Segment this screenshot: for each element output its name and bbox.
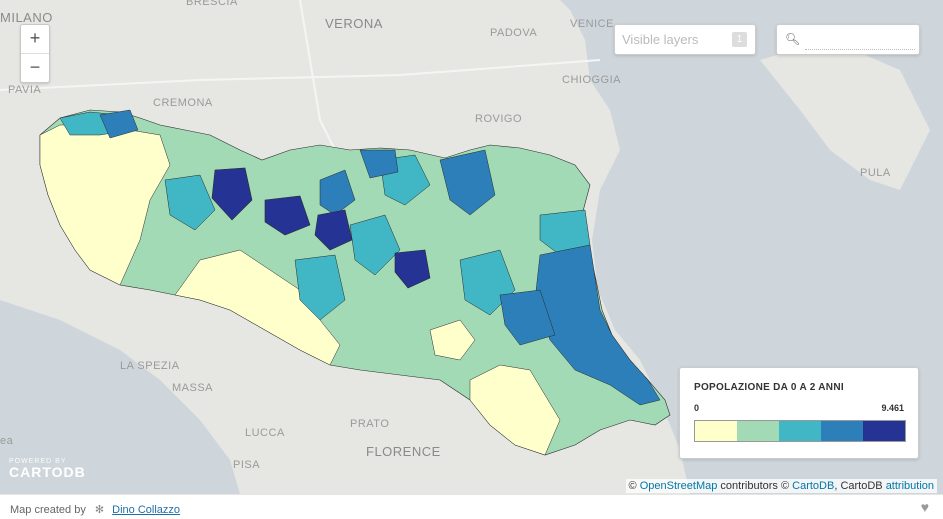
zone-parma-high[interactable] xyxy=(99,109,139,139)
tyrrhenian-sea xyxy=(0,300,240,494)
label-venice: VENICE xyxy=(570,18,614,30)
label-verona: VERONA xyxy=(325,16,383,31)
powered-by-cartodb[interactable]: POWERED BY CARTODB xyxy=(9,458,86,480)
label-brescia: BRESCIA xyxy=(186,0,238,8)
heart-icon[interactable]: ♥ xyxy=(920,499,929,515)
label-padova: PADOVA xyxy=(490,27,537,39)
legend-color-ramp xyxy=(694,420,906,442)
cartodb-link[interactable]: CartoDB xyxy=(792,480,835,492)
zone-rimini-high[interactable] xyxy=(499,289,556,346)
label-pula: PULA xyxy=(860,167,891,179)
zone-reggio-mid[interactable] xyxy=(294,254,346,321)
label-lucca: LUCCA xyxy=(245,427,285,439)
zone-modena-mid[interactable] xyxy=(349,214,401,276)
label-massa: MASSA xyxy=(172,382,213,394)
label-la-spezia: LA SPEZIA xyxy=(120,360,180,372)
zone-central-low[interactable] xyxy=(429,319,476,361)
legend-title: POPOLAZIONE DA 0 A 2 ANNI xyxy=(694,382,844,393)
zone-ferrara-high[interactable] xyxy=(439,149,496,216)
attr-contributors: contributors © xyxy=(717,480,790,492)
search-box: 🔍︎ xyxy=(776,24,920,55)
attr-prefix: © xyxy=(628,480,637,492)
powered-by-text: POWERED BY xyxy=(9,458,67,465)
zone-bologna-city[interactable] xyxy=(394,249,431,289)
zone-modena-city[interactable] xyxy=(314,209,353,251)
zone-modena-high[interactable] xyxy=(319,169,356,216)
legend-min: 0 xyxy=(694,403,700,413)
label-pisa: PISA xyxy=(233,459,260,471)
zone-reggio-city[interactable] xyxy=(264,195,311,236)
map-canvas[interactable]: MILANO VERONA PADOVA VENICE BRESCIA PAVI… xyxy=(0,0,943,494)
layers-count-badge: 1 xyxy=(732,32,747,47)
label-rovigo: ROVIGO xyxy=(475,113,522,125)
legend-max: 9.461 xyxy=(881,403,904,413)
user-icon: ✻ xyxy=(94,504,105,516)
author-link[interactable]: Dino Collazzo xyxy=(112,504,181,516)
legend-swatch-3 xyxy=(779,421,821,441)
osm-link[interactable]: OpenStreetMap xyxy=(639,480,718,492)
search-input[interactable] xyxy=(805,31,915,50)
search-icon[interactable]: 🔍︎ xyxy=(785,32,801,46)
label-milano: MILANO xyxy=(0,10,53,25)
legend-swatch-4 xyxy=(821,421,863,441)
footer: Map created by ✻ Dino Collazzo ♥ xyxy=(0,494,943,519)
label-florence: FLORENCE xyxy=(366,444,441,459)
attribution-link[interactable]: attribution xyxy=(885,480,934,492)
visible-layers-label: Visible layers xyxy=(622,32,699,47)
map-credit: Map created by ✻ Dino Collazzo xyxy=(10,503,180,516)
label-chioggia: CHIOGGIA xyxy=(562,74,621,86)
zone-parma-mid[interactable] xyxy=(164,174,216,231)
zone-parma-city[interactable] xyxy=(211,167,253,221)
legend: POPOLAZIONE DA 0 A 2 ANNI 0 9.461 xyxy=(679,367,919,459)
zone-central-high[interactable] xyxy=(359,149,399,179)
zone-coast-high[interactable] xyxy=(534,244,661,406)
zone-apennine-low[interactable] xyxy=(174,249,341,366)
visible-layers-control[interactable]: Visible layers 1 xyxy=(614,24,756,55)
istria xyxy=(760,40,930,190)
legend-swatch-1 xyxy=(695,421,737,441)
zoom-out-button[interactable]: − xyxy=(21,53,49,82)
attribution: © OpenStreetMap contributors © CartoDB, … xyxy=(625,479,937,493)
label-sea-fragment: ea xyxy=(0,435,14,447)
map-svg: MILANO VERONA PADOVA VENICE BRESCIA PAVI… xyxy=(0,0,943,494)
cartodb-logo: CARTODB xyxy=(9,464,86,480)
zoom-in-button[interactable]: + xyxy=(29,28,41,48)
legend-swatch-2 xyxy=(737,421,779,441)
label-prato: PRATO xyxy=(350,418,389,430)
label-pavia: PAVIA xyxy=(8,84,41,96)
legend-swatch-5 xyxy=(863,421,905,441)
zoom-control: + − xyxy=(20,24,50,83)
zone-south-low[interactable] xyxy=(469,364,561,456)
attr-suffix: , CartoDB xyxy=(834,480,883,492)
map-created-by-label: Map created by xyxy=(10,504,86,516)
label-cremona: CREMONA xyxy=(153,97,213,109)
